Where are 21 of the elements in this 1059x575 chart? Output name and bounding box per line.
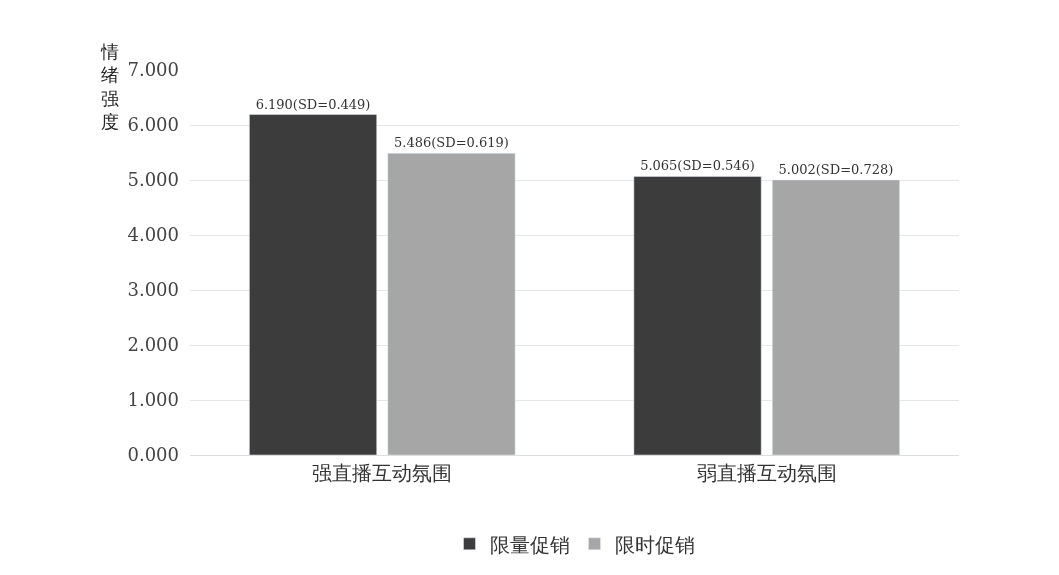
bar [249, 114, 377, 455]
y-tick-label: 5.000 [127, 169, 179, 191]
bar [633, 176, 762, 455]
legend-label: 限时促销 [614, 532, 695, 557]
data-label: 5.065(SD=0.546) [640, 158, 755, 174]
bar [772, 179, 900, 455]
y-axis-title: 情绪强度 [100, 41, 119, 133]
bar [387, 153, 516, 455]
y-tick-label: 4.000 [127, 224, 179, 246]
x-tick-label: 弱直播互动氛围 [696, 461, 837, 485]
data-label: 6.190(SD=0.449) [255, 96, 371, 112]
data-label: 5.002(SD=0.728) [778, 161, 894, 177]
y-tick-label: 6.000 [127, 114, 179, 136]
y-tick-label: 7.000 [127, 59, 179, 81]
y-tick-label: 1.000 [127, 389, 179, 411]
y-tick-label: 0.000 [127, 444, 179, 466]
y-tick-label: 3.000 [127, 279, 179, 301]
legend-label: 限量促销 [489, 532, 570, 557]
x-tick-label: 强直播互动氛围 [312, 461, 453, 485]
y-tick-label: 2.000 [127, 334, 179, 356]
data-label: 5.486(SD=0.619) [394, 135, 509, 151]
